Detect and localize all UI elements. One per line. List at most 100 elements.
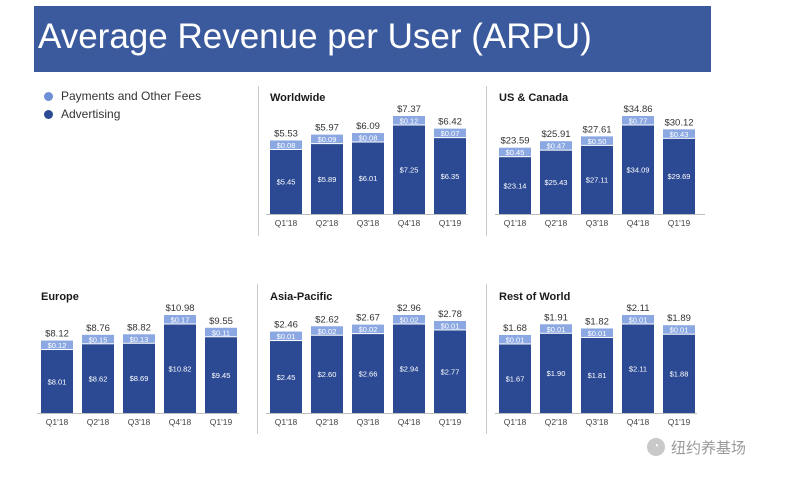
europe-payments-label-2: $0.13 (130, 335, 149, 344)
asia-pacific-title: Asia-Pacific (270, 291, 332, 303)
page-title: Average Revenue per User (ARPU) (38, 17, 592, 56)
worldwide-tick-label-0: Q1'18 (275, 218, 298, 228)
us-canada-bar-payments-4 (663, 129, 695, 139)
worldwide-payments-label-1: $0.09 (318, 135, 337, 144)
rest-of-world-tick-label-2: Q3'18 (586, 417, 609, 427)
asia-pacific-bar-advertising-1 (311, 335, 343, 413)
us-canada-payments-label-3: $0.77 (629, 117, 648, 126)
chart-europe: Europe $8.12$0.12 $8.01 Q1'18 $8.76$0.15 $8.6… (37, 291, 239, 427)
us-canada-total-label-1: $25.91 (541, 129, 570, 140)
chart-panel-rest-of-world: Rest of World $1.68 $0.01 $1.67 Q1'18 $1.91 $0… (491, 283, 701, 433)
rest-of-world-bar-advertising-0 (499, 343, 531, 413)
rest-of-world-advertising-label-2: $1.81 (588, 371, 607, 380)
us-canada-total-label-4: $30.12 (664, 117, 693, 128)
worldwide-payments-label-2: $0.08 (359, 134, 378, 143)
worldwide-bar-advertising-1 (311, 143, 343, 214)
asia-pacific-payments-label-1: $0.02 (318, 327, 337, 336)
us-canada-payments-label-0: $0.45 (506, 148, 525, 157)
europe-advertising-label-0: $8.01 (48, 377, 67, 386)
us-canada-bar-advertising-3 (622, 125, 654, 214)
chart-worldwide: Worldwide $5.53 $0.08 $5.45 Q1'18 $5.97$0.09 $… (266, 92, 468, 228)
europe-bar-advertising-2 (123, 343, 155, 413)
worldwide-advertising-label-1: $5.89 (318, 175, 337, 184)
chart-panel-worldwide: Worldwide $5.53 $0.08 $5.45 Q1'18 $5.97 $0.09 $… (262, 84, 472, 234)
asia-pacific-bar-separator-2 (352, 333, 384, 335)
asia-pacific-advertising-label-3: $2.94 (400, 365, 419, 374)
legend-swatch-payments (44, 91, 53, 101)
rest-of-world-tick-label-3: Q4'18 (627, 417, 650, 427)
europe-payments-label-0: $0.12 (48, 341, 67, 350)
europe-bar-payments-3 (164, 315, 196, 324)
worldwide-bar-advertising-4 (434, 137, 466, 214)
rest-of-world-payments-label-2: $0.01 (588, 329, 607, 338)
asia-pacific-advertising-label-0: $2.45 (277, 373, 296, 382)
asia-pacific-bar-separator-4 (434, 329, 466, 331)
asia-pacific-bar-advertising-3 (393, 324, 425, 413)
legend-swatch-advertising (44, 109, 53, 119)
asia-pacific-bar-payments-2 (352, 324, 384, 334)
rest-of-world-bar-payments-1 (540, 324, 572, 334)
us-canada-tick-label-4: Q1'19 (668, 218, 691, 228)
rest-of-world-payments-label-0: $0.01 (506, 335, 525, 344)
rest-of-world-advertising-label-0: $1.67 (506, 374, 525, 383)
us-canada-tick-label-3: Q4'18 (627, 218, 650, 228)
worldwide-bar-separator-0 (270, 148, 302, 150)
asia-pacific-payments-label-0: $0.01 (277, 332, 296, 341)
rest-of-world-advertising-label-1: $1.90 (547, 369, 566, 378)
worldwide-total-label-0: $5.53 (274, 128, 298, 139)
worldwide-total-label-3: $7.37 (397, 104, 421, 115)
rest-of-world-title: Rest of World (499, 291, 570, 303)
asia-pacific-total-label-0: $2.46 (274, 320, 298, 331)
worldwide-advertising-label-4: $6.35 (441, 172, 460, 181)
europe-total-label-1: $8.76 (86, 323, 110, 334)
europe-total-label-3: $10.98 (165, 303, 194, 314)
divider-bottom-2 (486, 284, 487, 434)
us-canada-payments-label-2: $0.50 (588, 137, 607, 146)
europe-total-label-2: $8.82 (127, 322, 151, 333)
asia-pacific-tick-label-0: Q1'18 (275, 417, 298, 427)
worldwide-advertising-label-0: $5.45 (277, 178, 296, 187)
worldwide-total-label-4: $6.42 (438, 117, 462, 128)
europe-payments-label-4: $0.11 (212, 328, 230, 337)
rest-of-world-total-label-2: $1.82 (585, 316, 609, 327)
europe-payments-label-1: $0.15 (89, 335, 108, 344)
worldwide-tick-label-2: Q3'18 (357, 218, 380, 228)
rest-of-world-bar-separator-4 (663, 333, 695, 335)
worldwide-payments-label-3: $0.12 (400, 117, 419, 126)
rest-of-world-bar-separator-2 (581, 336, 613, 338)
worldwide-bar-payments-3 (393, 116, 425, 125)
europe-total-label-0: $8.12 (45, 329, 69, 340)
us-canada-bar-payments-3 (622, 116, 654, 125)
asia-pacific-total-label-1: $2.62 (315, 314, 339, 325)
title-banner: Average Revenue per User (ARPU) (34, 6, 711, 72)
chart-panel-asia-pacific: Asia-Pacific $2.46 $0.01 $2.45 Q1'18 $2.62 $0.… (262, 283, 472, 433)
wechat-icon: ◔ (647, 438, 665, 456)
worldwide-bar-payments-1 (311, 134, 343, 144)
worldwide-bar-separator-4 (434, 137, 466, 139)
us-canada-bar-payments-1 (540, 141, 572, 151)
asia-pacific-payments-label-2: $0.02 (359, 325, 378, 334)
asia-pacific-advertising-label-2: $2.66 (359, 369, 378, 378)
worldwide-bar-payments-4 (434, 128, 466, 138)
worldwide-tick-label-4: Q1'19 (439, 218, 462, 228)
us-canada-total-label-3: $34.86 (623, 104, 652, 115)
us-canada-bar-advertising-0 (499, 156, 531, 214)
rest-of-world-bar-advertising-1 (540, 333, 572, 413)
europe-bar-payments-0 (41, 340, 73, 350)
us-canada-bar-separator-1 (540, 149, 572, 151)
worldwide-total-label-1: $5.97 (315, 123, 339, 134)
chart-panel-europe: Europe $8.12 $0.12 $8.01 Q1'18 $8.76 $0.15 $8.6… (33, 283, 243, 433)
worldwide-advertising-label-3: $7.25 (400, 166, 419, 175)
rest-of-world-payments-label-4: $0.01 (670, 326, 689, 335)
europe-advertising-label-1: $8.62 (89, 374, 108, 383)
europe-bar-separator-4 (205, 336, 237, 338)
us-canada-payments-label-4: $0.43 (670, 130, 689, 139)
asia-pacific-payments-label-3: $0.02 (400, 316, 419, 325)
worldwide-advertising-label-2: $6.01 (359, 174, 378, 183)
chart-us-canada: US & Canada $23.59$0.45 $23.14 Q1'18 $25.91 $… (495, 92, 705, 228)
rest-of-world-bar-advertising-2 (581, 337, 613, 413)
worldwide-bar-payments-0 (270, 140, 302, 150)
worldwide-bar-separator-2 (352, 141, 384, 143)
us-canada-bar-advertising-1 (540, 150, 572, 214)
worldwide-bar-advertising-0 (270, 149, 302, 214)
